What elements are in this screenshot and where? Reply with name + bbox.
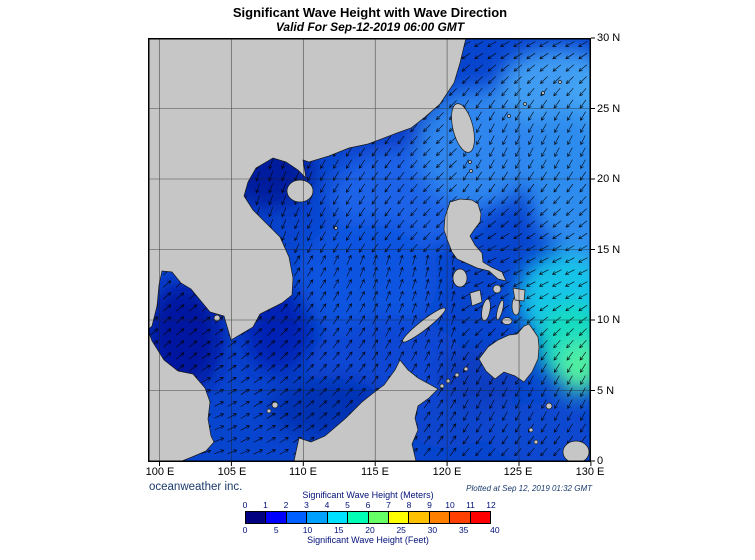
page-title: Significant Wave Height with Wave Direct… (232, 5, 508, 20)
y-axis-label: 15 N (597, 244, 621, 256)
map-canvas (148, 37, 595, 466)
meters-tick: 10 (445, 500, 455, 510)
y-axis-label: 30 N (597, 32, 621, 44)
colorbar-segment (307, 512, 328, 523)
land-borneo (293, 359, 439, 462)
meters-tick: 12 (486, 500, 496, 510)
y-axis-label: 25 N (597, 103, 621, 115)
x-axis-label: 115 E (361, 466, 389, 478)
y-axis-label: 10 N (597, 314, 621, 326)
feet-tick: 30 (427, 525, 438, 535)
land-small-islands (213, 80, 590, 462)
feet-tick: 25 (396, 525, 406, 535)
colorbar-segment (327, 512, 349, 523)
meters-tick: 2 (283, 500, 289, 510)
feet-tick: 5 (273, 525, 279, 535)
feet-tick: 35 (458, 525, 469, 535)
land-palawan (402, 307, 446, 343)
axis-ticks (159, 37, 595, 466)
feet-tick: 0 (242, 525, 248, 535)
land-taiwan (451, 103, 475, 153)
meters-tick: 1 (263, 500, 268, 510)
x-axis-label: 105 E (217, 466, 247, 478)
colorbar-segment (450, 512, 471, 523)
map-panel (148, 37, 595, 466)
meters-tick: 4 (324, 500, 330, 510)
feet-tick: 15 (333, 525, 344, 535)
meters-tick: 8 (406, 500, 412, 510)
oceanweather-credit: oceanweather inc. (149, 481, 243, 493)
colorbar-segment (368, 512, 389, 523)
legend-meters-ticks: 0 1 2 3 4 5 6 7 8 9 10 11 12 (242, 500, 496, 510)
meters-tick: 3 (304, 500, 309, 510)
land-bohol (501, 317, 513, 325)
y-axis-label: 5 N (597, 385, 615, 397)
x-axis-label: 120 E (432, 466, 462, 478)
x-axis-label: 125 E (503, 466, 533, 478)
map-frame (148, 38, 591, 462)
meters-tick: 11 (466, 500, 475, 510)
feet-tick: 40 (490, 525, 500, 535)
legend-feet-ticks: 0 5 10 15 20 25 30 35 40 (242, 525, 500, 535)
valid-time-subtitle: Valid For Sep-12-2019 06:00 GMT (275, 20, 465, 34)
land-layer (148, 38, 590, 462)
colorbar-segment (388, 512, 410, 523)
land-mindanao (478, 323, 540, 383)
colorbar-segment (348, 512, 369, 523)
meters-tick: 7 (386, 500, 391, 510)
colorbar-segment (286, 512, 308, 523)
meters-tick: 9 (427, 500, 432, 510)
wave-height-legend: Significant Wave Height (Meters) 0 1 2 3… (242, 490, 500, 545)
land-panay (469, 289, 483, 307)
colorbar-segment (470, 512, 491, 523)
meters-tick: 0 (242, 500, 248, 510)
land-mindoro (452, 268, 468, 288)
plotted-timestamp: Plotted at Sep 12, 2019 01:32 GMT (466, 484, 592, 493)
x-axis-label: 100 E (145, 466, 175, 478)
graticule-grid (148, 38, 591, 462)
land-malay-peninsula (148, 329, 215, 462)
land-luzon (443, 198, 507, 282)
feet-tick: 10 (302, 525, 313, 535)
x-axis-label: 130 E (575, 466, 605, 478)
colorbar-segment (246, 512, 267, 523)
legend-meters-label: Significant Wave Height (Meters) (302, 490, 434, 500)
land-negros (481, 298, 491, 322)
colorbar-segment (409, 512, 430, 523)
land-masbate (492, 284, 502, 294)
land-cebu (496, 299, 504, 321)
meters-tick: 5 (345, 500, 350, 510)
land-china-indochina (148, 38, 467, 341)
colorbar-segment (429, 512, 451, 523)
land-hainan (286, 179, 314, 203)
y-axis-label: 20 N (597, 173, 621, 185)
x-axis-label: 110 E (289, 466, 317, 478)
legend-feet-label: Significant Wave Height (Feet) (307, 535, 429, 545)
y-axis-label: 0 (597, 455, 604, 467)
colorbar-segment (266, 512, 287, 523)
meters-tick: 6 (365, 500, 371, 510)
colorbar (245, 511, 491, 524)
feet-tick: 20 (365, 525, 375, 535)
